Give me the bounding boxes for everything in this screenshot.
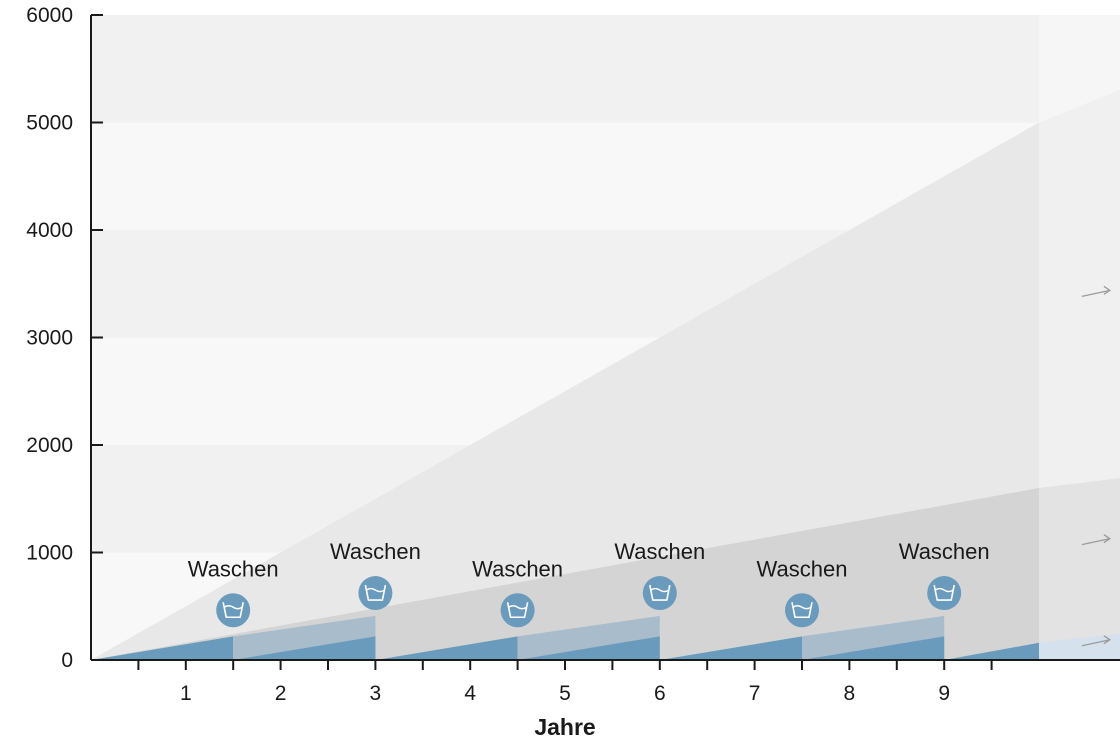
y-tick-label: 6000 [26, 4, 73, 27]
x-axis-ticks: 1 2 3 4 5 6 7 8 9 [137, 660, 993, 705]
wash-event: Waschen [330, 539, 421, 611]
cycle-rise [91, 636, 234, 660]
wash-basin-icon [927, 576, 962, 611]
wash-event: Waschen [899, 539, 990, 611]
arrow-head [1103, 534, 1112, 544]
wash-event: Waschen [614, 539, 705, 611]
wash-event: Waschen [188, 556, 279, 628]
wash-basin-icon [500, 593, 535, 628]
series-areas [91, 89, 1120, 660]
arrow-icon [1081, 285, 1112, 297]
arrow-shaft [1081, 538, 1111, 546]
y-tick-label: 3000 [26, 327, 73, 350]
x-tick-label: 1 [180, 682, 192, 705]
wash-icon-circle [927, 576, 962, 611]
wash-basin-icon [358, 576, 393, 611]
arrow-head [1103, 635, 1112, 645]
wash-event-label: Waschen [330, 539, 421, 564]
wash-icon-circle [500, 593, 535, 628]
projection-arrows [1081, 285, 1112, 647]
x-tick-label: 4 [464, 682, 476, 705]
wash-event-label: Waschen [899, 539, 990, 564]
x-tick-label: 9 [938, 682, 950, 705]
cycle-rise [375, 636, 518, 660]
projection-zone [1039, 15, 1120, 660]
wash-icon-basin [791, 602, 813, 619]
cycle-rise [233, 636, 376, 660]
wash-event-label: Waschen [757, 556, 848, 581]
x-tick-label: 7 [749, 682, 761, 705]
arrow-shaft [1081, 289, 1111, 297]
wash-icon-water [792, 605, 812, 610]
x-axis-title: Jahre [534, 714, 595, 740]
wash-event-label: Waschen [188, 556, 279, 581]
wash-basin-icon [216, 593, 251, 628]
y-tick-label: 4000 [26, 219, 73, 242]
grid-band [91, 15, 1120, 123]
x-tick-label: 2 [275, 682, 287, 705]
arrow-shaft [1081, 639, 1111, 647]
wash-icon-water [650, 587, 670, 593]
wash-event: Waschen [472, 556, 563, 628]
x-tick-label: 5 [559, 682, 571, 705]
arrow-icon [1081, 534, 1112, 546]
wash-icon-basin [649, 584, 671, 601]
wash-icon-circle [785, 593, 819, 628]
wash-icon-basin [506, 602, 529, 619]
y-tick-label: 0 [61, 649, 73, 672]
small-projection [1039, 633, 1120, 660]
large-area [91, 89, 1120, 660]
wash-icon-circle [642, 576, 677, 611]
wash-event-label: Waschen [472, 556, 563, 581]
y-axis-ticks: 0 1000 2000 3000 4000 5000 6000 [26, 4, 103, 672]
y-tick-label: 5000 [26, 112, 73, 135]
cycle-rise [659, 636, 802, 660]
wash-icon-circle [358, 576, 393, 611]
arrow-icon [1081, 635, 1112, 647]
cycle-rise [517, 636, 660, 660]
y-tick-label: 2000 [26, 434, 73, 457]
x-tick-label: 3 [370, 682, 382, 705]
wash-events: Waschen Waschen Waschen Waschen Waschen Wasch… [188, 539, 990, 628]
mid-area [91, 478, 1120, 660]
wash-icon-water [934, 587, 954, 593]
wash-basin-icon [642, 576, 677, 611]
wash-icon-basin [222, 602, 244, 619]
wash-icon-water [223, 605, 243, 610]
wash-icon-water [508, 605, 527, 610]
wash-basin-icon [785, 593, 819, 628]
x-tick-label: 8 [844, 682, 856, 705]
wash-icon-basin [933, 584, 955, 601]
y-tick-label: 1000 [26, 542, 73, 565]
wash-event-label: Waschen [614, 539, 705, 564]
arrow-head [1103, 285, 1112, 295]
wash-icon-basin [364, 584, 387, 601]
cycle-rise [802, 636, 945, 660]
wash-event: Waschen [757, 556, 848, 628]
projection-overlay [1039, 15, 1120, 660]
small-area [944, 642, 1039, 660]
x-tick-label: 6 [654, 682, 666, 705]
wash-cycles [91, 615, 1039, 660]
wash-icon-water [366, 587, 385, 593]
wash-icon-circle [216, 593, 251, 628]
